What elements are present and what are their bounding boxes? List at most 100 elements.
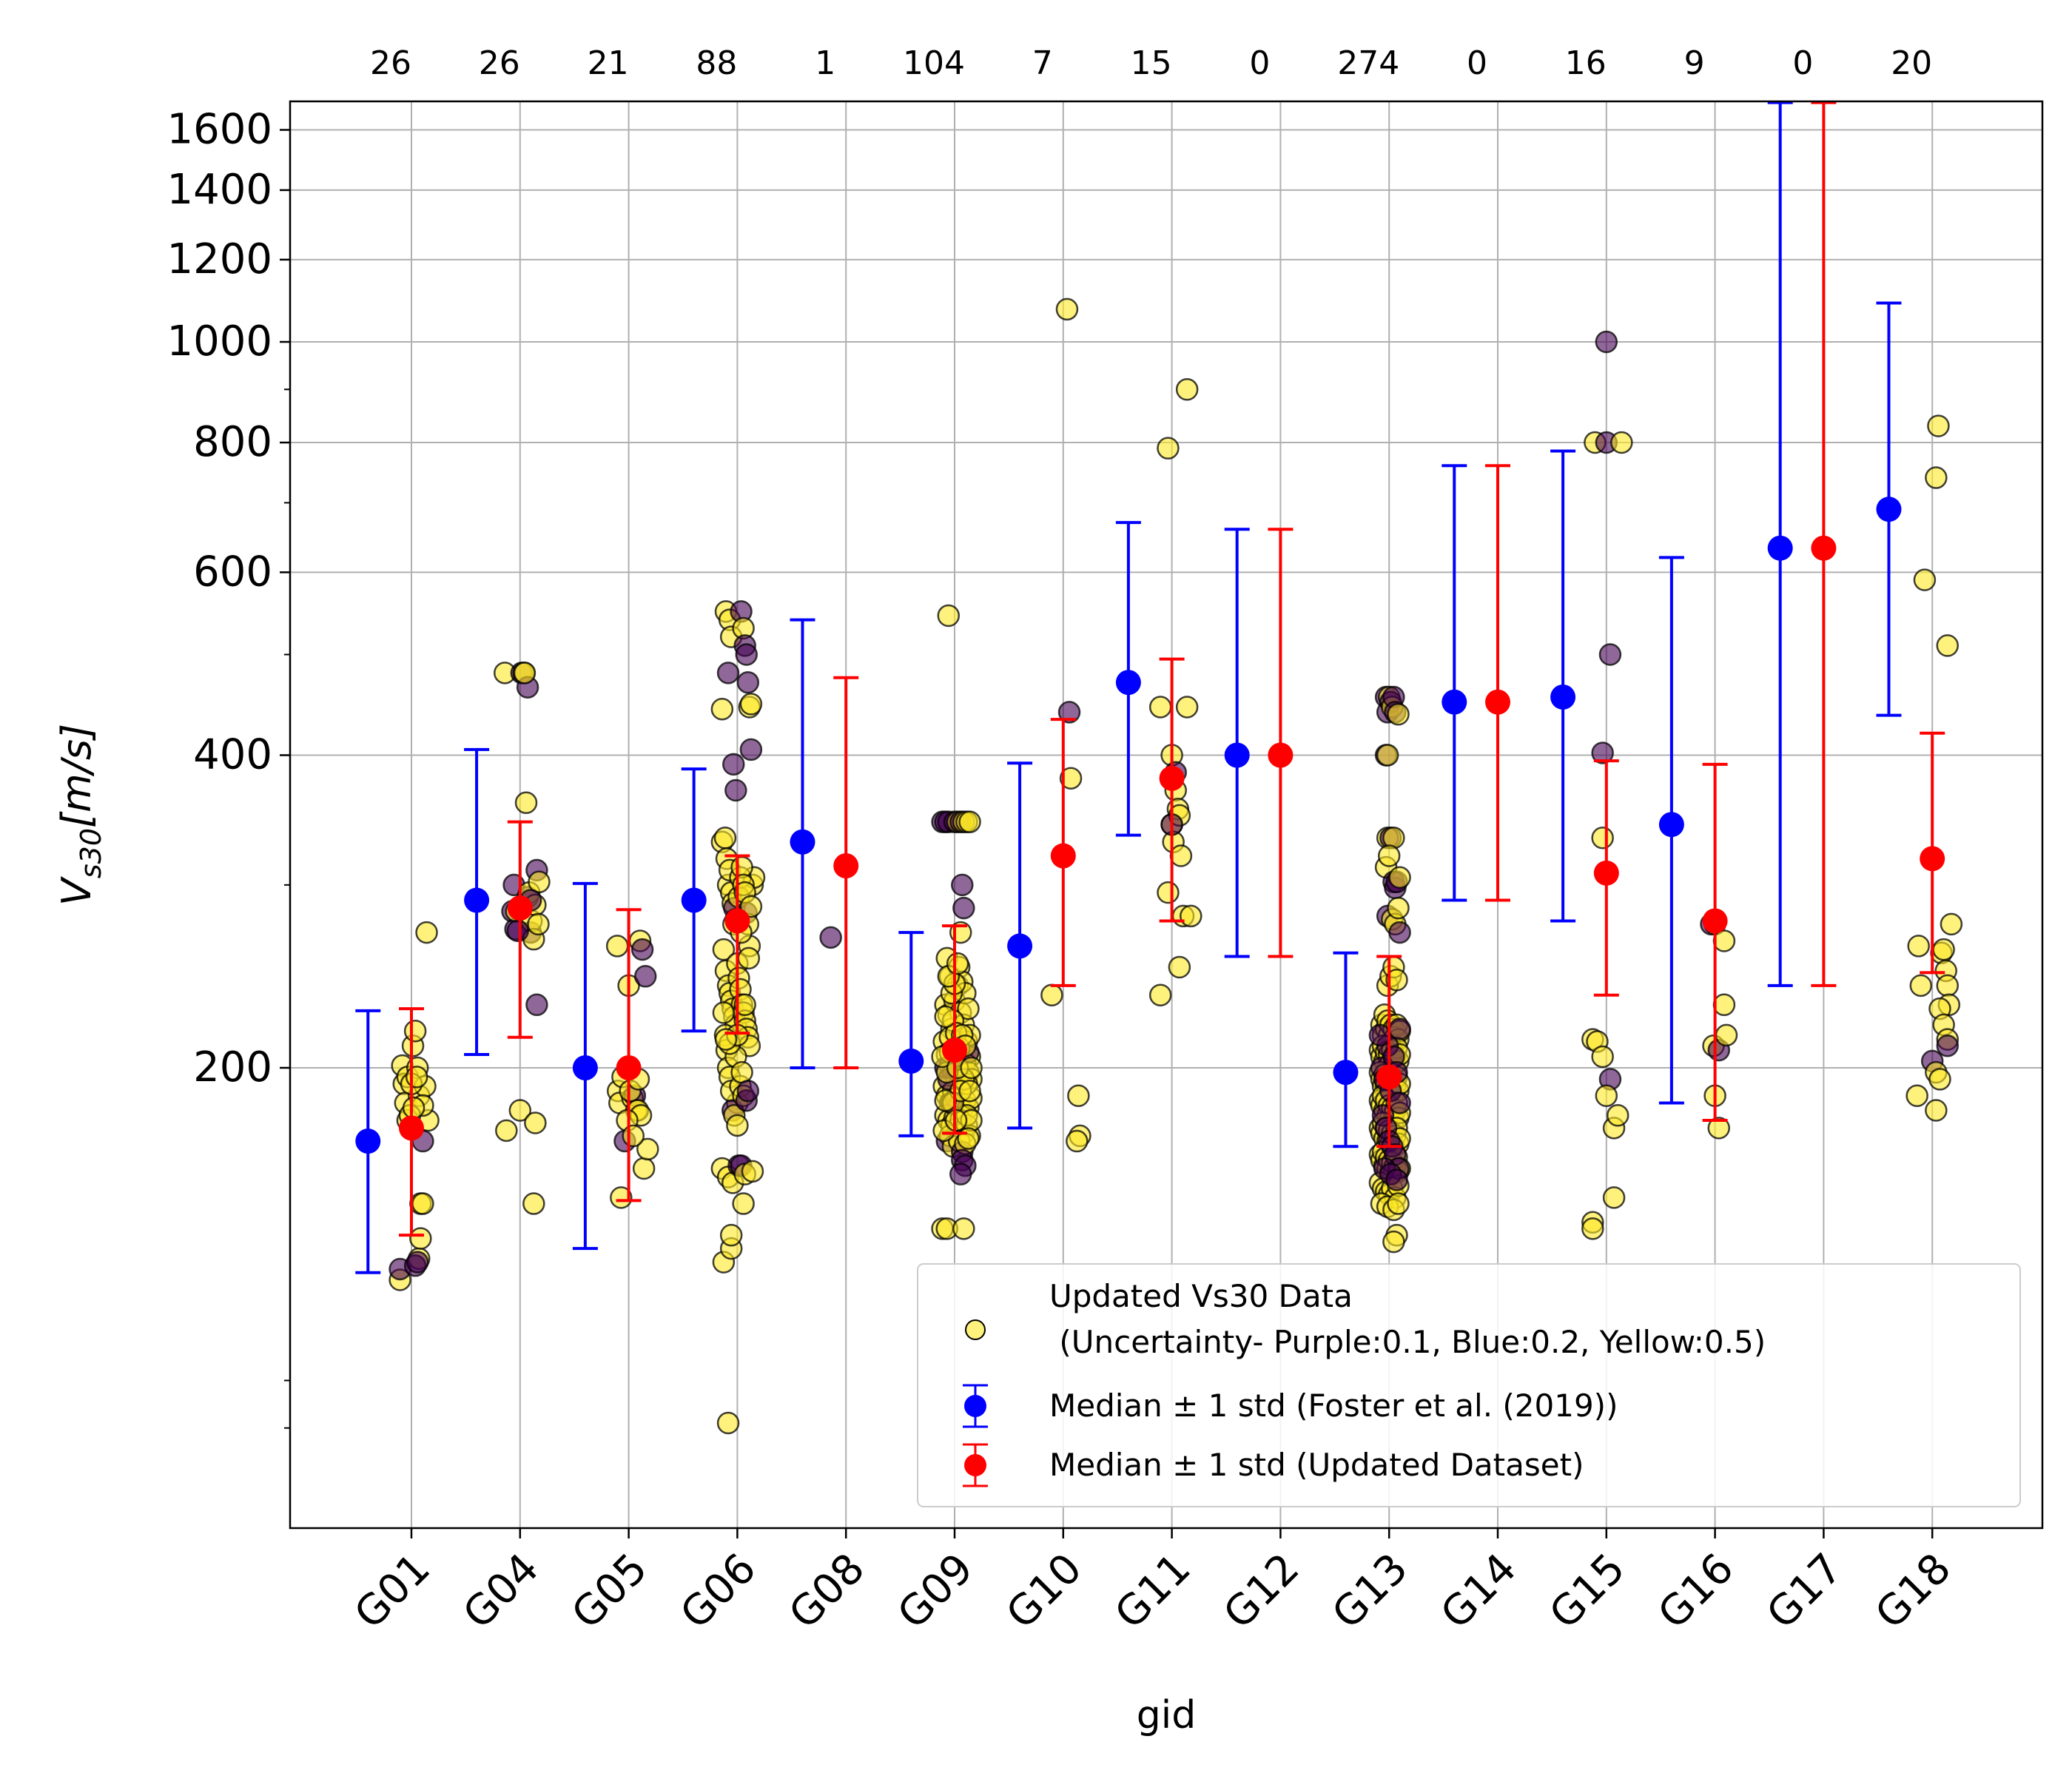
scatter-point [1940,912,1963,936]
count-label: 274 [1337,44,1399,82]
scatter-point [415,921,438,944]
scatter-point [514,791,538,814]
scatter-point [1387,702,1410,726]
count-label: 0 [1249,44,1270,82]
plot-frame [289,100,2044,1530]
scatter-point [819,926,842,949]
median-point [1920,846,1945,872]
scatter-point [949,1163,972,1185]
scatter-point [522,1192,545,1215]
median-point [1658,812,1684,838]
median-point [1115,670,1141,696]
count-label: 1 [815,44,835,82]
scatter-point [1368,1023,1392,1047]
y-tick-label: 200 [193,1043,272,1092]
scatter-point [402,1096,426,1120]
scatter-point [957,997,980,1020]
scatter-point [1595,1084,1618,1107]
scatter-point [1157,881,1180,904]
scatter-point [1591,826,1614,850]
scatter-point [1385,1168,1408,1191]
median-point [464,887,490,913]
scatter-point [632,1157,656,1180]
scatter-point [1707,1117,1730,1140]
scatter-point [528,870,551,894]
scatter-point [719,1223,743,1247]
scatter-point [525,993,548,1017]
median-point [1811,535,1837,561]
median-point [724,908,750,934]
median-point [1050,843,1076,869]
scatter-point [1715,1023,1738,1047]
median-point [681,887,707,913]
scatter-point [1928,1068,1951,1091]
scatter-point [960,1056,983,1080]
error-bars [355,101,1945,1274]
scatter-point [1388,1018,1411,1040]
count-label: 16 [1565,44,1607,82]
scatter-point [946,952,969,975]
scatter-point [1606,1103,1629,1127]
count-label: 104 [903,44,965,82]
scatter-point [1907,935,1930,958]
y-tick-label: 1200 [166,235,272,283]
scatter-point [1169,844,1193,867]
scatter-point [1936,974,1960,998]
median-point [942,1037,967,1063]
scatter-point [1591,741,1614,764]
scatter-point [1595,330,1618,354]
scatter-point [1936,1035,1960,1057]
count-label: 0 [1792,44,1813,82]
y-tick-label: 600 [193,548,272,596]
scatter-point [722,753,745,776]
count-label: 20 [1891,44,1932,82]
scatter-point [724,778,747,802]
y-axis-label: Vs30[m/s] [53,724,107,906]
scatter-point [1712,993,1736,1017]
scatter-point [1925,466,1948,489]
scatter-point [1602,1186,1626,1209]
scatter-point [1382,1230,1405,1254]
scatter-point [622,1124,645,1148]
count-label: 88 [696,44,737,82]
scatter-point [409,1227,432,1250]
median-point [399,1115,424,1141]
scatter-point [405,1066,428,1089]
median-point [1007,933,1033,959]
median-point [1593,860,1619,886]
scatter-point [934,1089,957,1112]
median-point [898,1048,924,1074]
scatter-point [1157,437,1180,460]
median-point [1485,689,1510,715]
scatter-point [937,604,961,628]
scatter-point [1040,983,1063,1006]
scatter-points [388,297,1963,1435]
scatter-point [513,662,536,684]
count-label: 26 [370,44,411,82]
scatter-point [934,1005,957,1029]
legend-box [917,1263,2021,1507]
count-label: 7 [1032,44,1053,82]
scatter-point [527,912,550,936]
scatter-point [958,1080,981,1103]
y-tick-label: 1000 [166,317,272,366]
scatter-point [1906,1084,1928,1107]
scatter-point [716,662,740,684]
median-point [1767,535,1793,561]
scatter-point [1598,643,1622,666]
scatter-point [1712,929,1736,952]
scatter-point [1388,921,1411,944]
legend-marker-scatter [965,1319,986,1340]
median-point [355,1128,381,1154]
scatter-point [957,1127,980,1150]
scatter-point [741,1160,764,1183]
scatter-point [730,1060,753,1084]
median-point [1333,1060,1359,1086]
scatter-point [508,1099,532,1122]
x-axis-label: gid [1137,1693,1196,1738]
legend-label-foster: Median ± 1 std (Foster et al. (2019)) [1049,1388,1618,1424]
y-axis: 200 400 600 800 1000 1200 1400 1600 [166,106,290,1429]
scatter-point [1927,414,1950,437]
scatter-point [1376,744,1399,767]
